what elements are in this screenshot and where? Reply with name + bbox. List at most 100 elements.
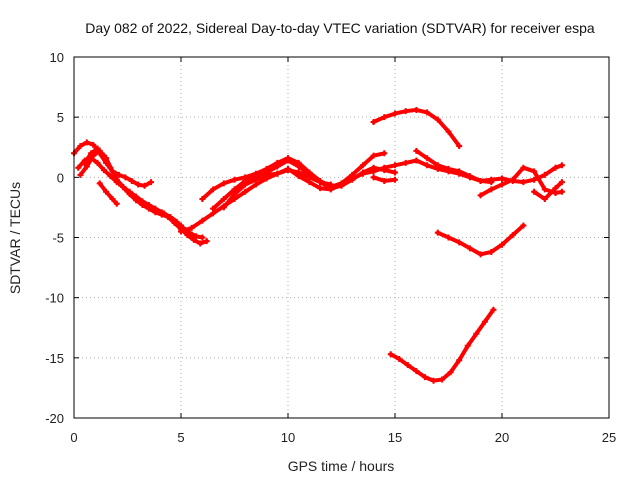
data-point	[122, 174, 129, 181]
data-point	[81, 159, 88, 166]
x-axis: 0 5 10 15 20 25	[70, 57, 616, 445]
data-point	[481, 318, 488, 325]
data-point	[338, 181, 345, 188]
data-point	[327, 186, 334, 193]
data-point	[285, 157, 291, 164]
data-point	[306, 171, 313, 178]
y-tick-label: -20	[45, 411, 64, 426]
data-point	[531, 176, 538, 183]
chart-title: Day 082 of 2022, Sidereal Day-to-day VTE…	[85, 20, 595, 36]
data-point	[381, 177, 388, 184]
data-point	[456, 239, 463, 246]
data-point	[424, 162, 431, 169]
data-point	[387, 351, 394, 358]
data-series	[370, 106, 463, 150]
data-point	[317, 185, 324, 192]
data-point	[158, 211, 165, 218]
data-point	[392, 169, 398, 176]
data-point	[402, 159, 409, 166]
data-point	[128, 177, 135, 184]
data-point	[413, 147, 420, 154]
data-point	[477, 251, 484, 258]
data-point	[381, 114, 388, 121]
data-point	[274, 163, 281, 170]
data-point	[552, 185, 559, 192]
data-point	[192, 233, 199, 240]
data-point	[77, 171, 84, 178]
data-point	[199, 217, 206, 224]
data-point	[231, 176, 238, 183]
grid	[74, 57, 609, 418]
data-point	[488, 248, 495, 255]
data-point	[141, 182, 148, 189]
series-line	[97, 181, 119, 206]
data-point	[499, 241, 505, 248]
data-point	[558, 179, 565, 186]
y-tick-label: -15	[45, 351, 64, 366]
data-point	[456, 143, 463, 150]
data-point	[220, 204, 227, 211]
data-point	[83, 163, 90, 170]
data-point	[317, 179, 324, 186]
data-point	[520, 179, 527, 186]
data-point	[370, 168, 377, 175]
data-point	[274, 170, 281, 177]
data-point	[447, 369, 454, 376]
data-point	[96, 180, 103, 187]
data-point	[520, 222, 527, 229]
data-point	[381, 150, 388, 157]
data-series	[434, 222, 527, 258]
data-point	[120, 183, 127, 190]
x-axis-label: GPS time / hours	[288, 458, 395, 474]
data-point	[445, 128, 452, 135]
data-series	[370, 174, 398, 184]
data-point	[490, 306, 497, 313]
data-point	[210, 205, 217, 212]
data-point	[473, 330, 480, 337]
data-point	[203, 238, 210, 245]
data-point	[464, 342, 471, 349]
data-point	[126, 191, 133, 198]
data-point	[445, 165, 452, 172]
data-point	[392, 110, 398, 117]
series-line	[435, 223, 526, 257]
data-point	[370, 152, 377, 159]
data-point	[349, 175, 356, 182]
data-point	[109, 195, 116, 202]
data-point	[402, 108, 409, 115]
data-point	[242, 181, 249, 188]
data-point	[541, 195, 548, 202]
data-point	[100, 152, 107, 159]
data-point	[306, 179, 313, 186]
data-point	[396, 356, 403, 363]
y-tick-label: -10	[45, 291, 64, 306]
data-point	[413, 157, 420, 164]
data-point	[103, 188, 110, 195]
data-series	[531, 179, 565, 202]
data-point	[445, 234, 452, 241]
data-point	[413, 106, 420, 113]
data-point	[107, 164, 114, 171]
y-axis: -20 -15 -10 -5 0 5 10	[45, 50, 609, 426]
data-point	[434, 162, 441, 169]
data-point	[197, 240, 204, 247]
data-point	[242, 188, 249, 195]
data-point	[285, 165, 291, 172]
data-point	[439, 376, 446, 383]
data-point	[531, 188, 538, 195]
data-point	[148, 179, 155, 186]
series-line	[82, 146, 183, 228]
data-point	[83, 139, 90, 146]
x-tick-label: 25	[602, 430, 616, 445]
data-point	[94, 145, 101, 152]
data-point	[381, 164, 388, 171]
data-point	[456, 168, 463, 175]
data-point	[178, 222, 184, 229]
data-point	[434, 229, 441, 236]
x-tick-label: 0	[70, 430, 77, 445]
data-point	[359, 170, 366, 177]
data-point	[466, 245, 473, 252]
data-point	[558, 162, 565, 169]
data-point	[424, 109, 431, 116]
data-point	[509, 232, 516, 239]
